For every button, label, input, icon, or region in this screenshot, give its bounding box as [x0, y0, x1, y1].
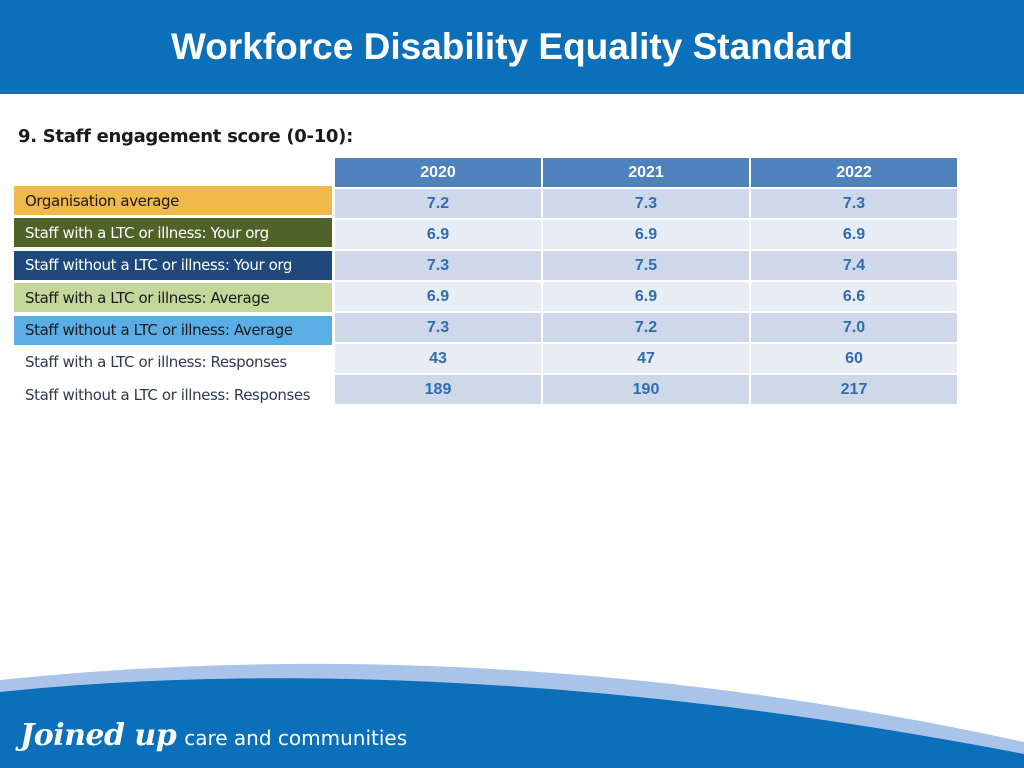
legend-item-label: Staff with a LTC or illness: Your org	[25, 223, 269, 242]
footer-wave-blue	[0, 678, 1024, 768]
table-cell: 7.2	[542, 312, 751, 344]
table-cell: 6.9	[335, 281, 543, 313]
legend-item: Staff without a LTC or illness: Your org	[14, 250, 332, 280]
table-cell: 7.3	[335, 312, 543, 344]
table-cell: 217	[750, 374, 959, 406]
table-cell: 7.0	[750, 312, 959, 344]
footer-logo: Joined up care and communities	[20, 718, 407, 753]
table-cell: 60	[750, 343, 959, 375]
table-cell: 7.3	[335, 250, 543, 282]
table-cell: 6.9	[542, 219, 751, 251]
table-header-row: 2020 2021 2022	[335, 158, 959, 189]
table-row: 189 190 217	[335, 374, 959, 406]
table-cell: 47	[542, 343, 751, 375]
table-row: 6.9 6.9 6.9	[335, 219, 959, 251]
table-row: 7.3 7.5 7.4	[335, 250, 959, 282]
legend-item: Staff without a LTC or illness: Average	[14, 315, 332, 345]
legend-item-label: Staff with a LTC or illness: Responses	[25, 353, 287, 372]
table-cell: 7.3	[750, 188, 959, 220]
row-label-legend: Organisation average Staff with a LTC or…	[14, 186, 332, 413]
legend-item: Organisation average	[14, 186, 332, 215]
header-bar: Workforce Disability Equality Standard	[0, 0, 1024, 94]
footer-tagline: care and communities	[184, 726, 408, 750]
table-cell: 43	[335, 343, 543, 375]
legend-item: Staff with a LTC or illness: Responses	[14, 347, 332, 377]
table-row: 6.9 6.9 6.6	[335, 281, 959, 313]
section-title: 9. Staff engagement score (0-10):	[18, 126, 353, 147]
table-cell: 6.6	[750, 281, 959, 313]
footer-brand: Joined up	[20, 718, 177, 753]
legend-item-label: Staff with a LTC or illness: Average	[25, 288, 270, 307]
column-header-2022: 2022	[750, 158, 959, 189]
column-header-2020: 2020	[335, 158, 543, 189]
legend-item: Staff with a LTC or illness: Your org	[14, 218, 332, 248]
table-cell: 7.5	[542, 250, 751, 282]
footer-wave	[0, 663, 1024, 768]
table-cell: 6.9	[335, 219, 543, 251]
legend-item: Staff with a LTC or illness: Average	[14, 283, 332, 313]
table-cell: 6.9	[542, 281, 751, 313]
table-cell: 7.4	[750, 250, 959, 282]
column-header-2021: 2021	[542, 158, 751, 189]
legend-item-label: Organisation average	[25, 191, 180, 210]
table-row: 7.2 7.3 7.3	[335, 188, 959, 220]
table-row: 43 47 60	[335, 343, 959, 375]
legend-item-label: Staff without a LTC or illness: Average	[25, 321, 293, 340]
engagement-score-table: 2020 2021 2022 7.2 7.3 7.3 6.9 6.9 6.9 7…	[335, 158, 959, 406]
legend-item-label: Staff without a LTC or illness: Response…	[25, 385, 311, 404]
table-row: 7.3 7.2 7.0	[335, 312, 959, 344]
legend-item-label: Staff without a LTC or illness: Your org	[25, 256, 293, 275]
table-cell: 189	[335, 374, 543, 406]
legend-item: Staff without a LTC or illness: Response…	[14, 380, 332, 410]
page-title: Workforce Disability Equality Standard	[171, 26, 853, 67]
table-cell: 7.2	[335, 188, 543, 220]
table-cell: 6.9	[750, 219, 959, 251]
table-cell: 190	[542, 374, 751, 406]
table-cell: 7.3	[542, 188, 751, 220]
